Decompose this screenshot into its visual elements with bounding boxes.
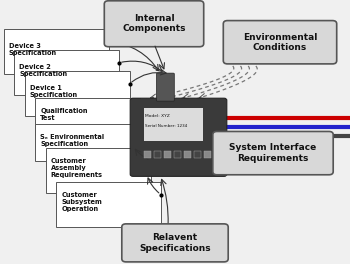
Bar [194,151,201,158]
Bar [184,151,191,158]
Text: System Interface
Requirements: System Interface Requirements [229,143,317,163]
Text: Relavent
Specifications: Relavent Specifications [139,233,211,253]
Text: Environmental
Conditions: Environmental Conditions [243,32,317,52]
FancyBboxPatch shape [223,21,337,64]
Bar [164,151,171,158]
Bar [154,151,161,158]
FancyBboxPatch shape [144,108,203,141]
FancyBboxPatch shape [35,124,140,161]
Bar [204,151,211,158]
FancyBboxPatch shape [46,148,150,193]
Text: Sₑ Environmental
Specification: Sₑ Environmental Specification [40,134,104,147]
Bar [144,151,150,158]
Text: Customer
Subsystem
Operation: Customer Subsystem Operation [61,192,102,212]
Text: Device 3
Specification: Device 3 Specification [9,43,57,56]
Text: Serial Number: 1234: Serial Number: 1234 [145,124,188,128]
FancyBboxPatch shape [25,71,130,116]
FancyBboxPatch shape [130,98,227,176]
FancyBboxPatch shape [156,73,174,101]
Text: Internal
Components: Internal Components [122,14,186,34]
Bar [174,151,181,158]
FancyBboxPatch shape [4,29,108,74]
FancyBboxPatch shape [14,50,119,95]
Text: Device 1
Specification: Device 1 Specification [30,85,78,98]
FancyBboxPatch shape [35,98,140,135]
Text: Device 2
Specification: Device 2 Specification [19,64,67,77]
FancyBboxPatch shape [104,1,204,47]
Text: Customer
Assembly
Requirements: Customer Assembly Requirements [51,158,103,178]
FancyBboxPatch shape [122,224,228,262]
Text: Qualification
Test: Qualification Test [40,108,88,121]
FancyBboxPatch shape [56,182,161,227]
Text: Model: XYZ: Model: XYZ [145,114,170,118]
FancyBboxPatch shape [213,131,333,175]
